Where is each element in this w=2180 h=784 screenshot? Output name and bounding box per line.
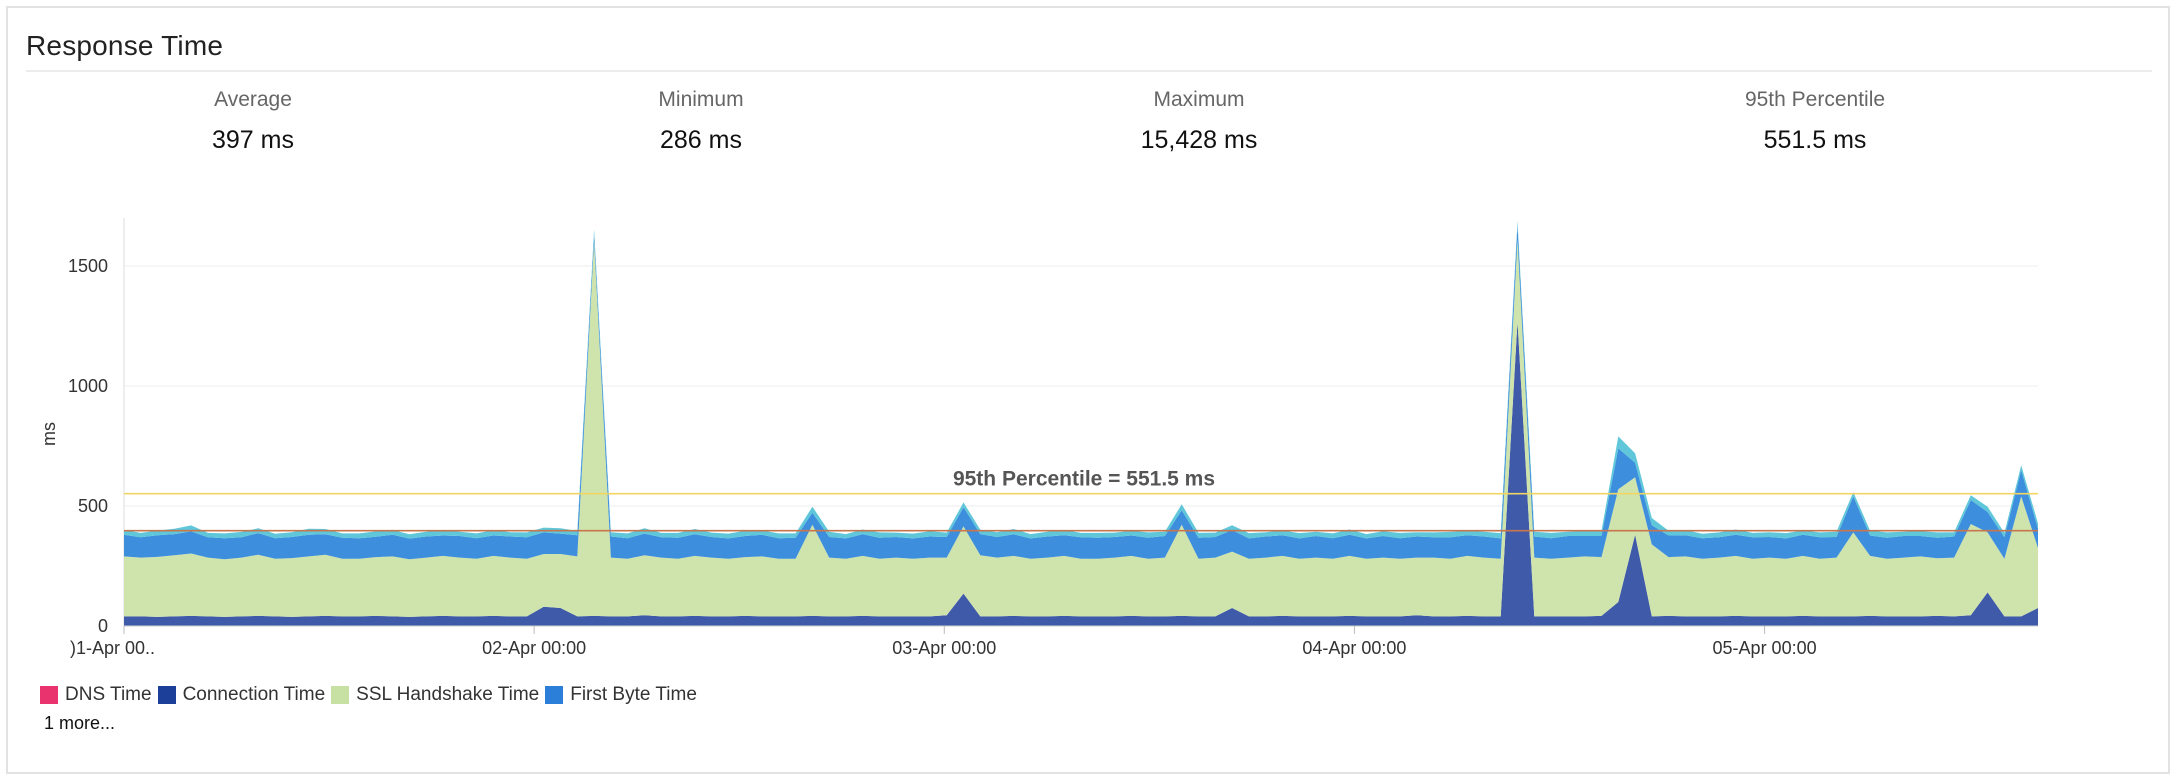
legend-swatch [40,686,58,704]
stat-minimum: Minimum 286 ms [551,88,851,155]
reference-line-label: 95th Percentile = 551.5 ms [953,468,1215,491]
legend-item-first-byte[interactable]: First Byte Time [545,684,697,706]
stat-maximum: Maximum 15,428 ms [1049,88,1349,155]
stat-label: Average [214,88,292,111]
x-tick-label: )1-Apr 00.. [70,638,155,658]
response-time-panel: Response Time Average 397 ms Minimum 286… [6,6,2170,774]
area-series-first-byte-time [124,225,2038,560]
legend-label: First Byte Time [570,684,697,705]
legend-label: DNS Time [65,684,152,705]
y-tick-label: 1000 [68,376,108,396]
x-tick-label: 02-Apr 00:00 [482,638,586,658]
legend-more-link[interactable]: 1 more... [44,713,116,733]
chart-legend: DNS Time Connection Time SSL Handshake T… [40,684,703,706]
stat-value: 551.5 ms [1763,126,1867,154]
legend-swatch [157,686,176,704]
y-tick-label: 1500 [68,256,108,276]
stat-value: 15,428 ms [1140,126,1258,154]
x-tick-label: 03-Apr 00:00 [892,638,996,658]
area-series-download-time [124,220,2038,539]
legend-item-connection[interactable]: Connection Time [157,684,326,706]
y-tick-label: 500 [78,496,108,516]
x-tick-label: 04-Apr 00:00 [1302,638,1406,658]
stat-value: 286 ms [660,126,742,154]
area-series-ssl-handshake-time [124,239,2038,617]
legend-swatch [331,686,350,704]
stat-95th-percentile: 95th Percentile 551.5 ms [1665,88,1965,155]
y-axis-label: ms [39,422,59,446]
legend-label: Connection Time [182,684,326,705]
stat-label: 95th Percentile [1744,88,1886,111]
stat-average: Average 397 ms [103,88,403,155]
x-tick-label: 05-Apr 00:00 [1713,638,1817,658]
stat-label: Minimum [658,88,744,111]
legend-label: SSL Handshake Time [356,684,540,705]
title-divider [26,70,2152,72]
legend-item-dns[interactable]: DNS Time [40,684,152,706]
stat-label: Maximum [1153,88,1245,111]
legend-item-ssl[interactable]: SSL Handshake Time [331,684,539,706]
legend-swatch [545,686,564,704]
y-tick-label: 0 [98,616,108,636]
stat-value: 397 ms [212,126,294,154]
panel-title: Response Time [26,30,224,61]
